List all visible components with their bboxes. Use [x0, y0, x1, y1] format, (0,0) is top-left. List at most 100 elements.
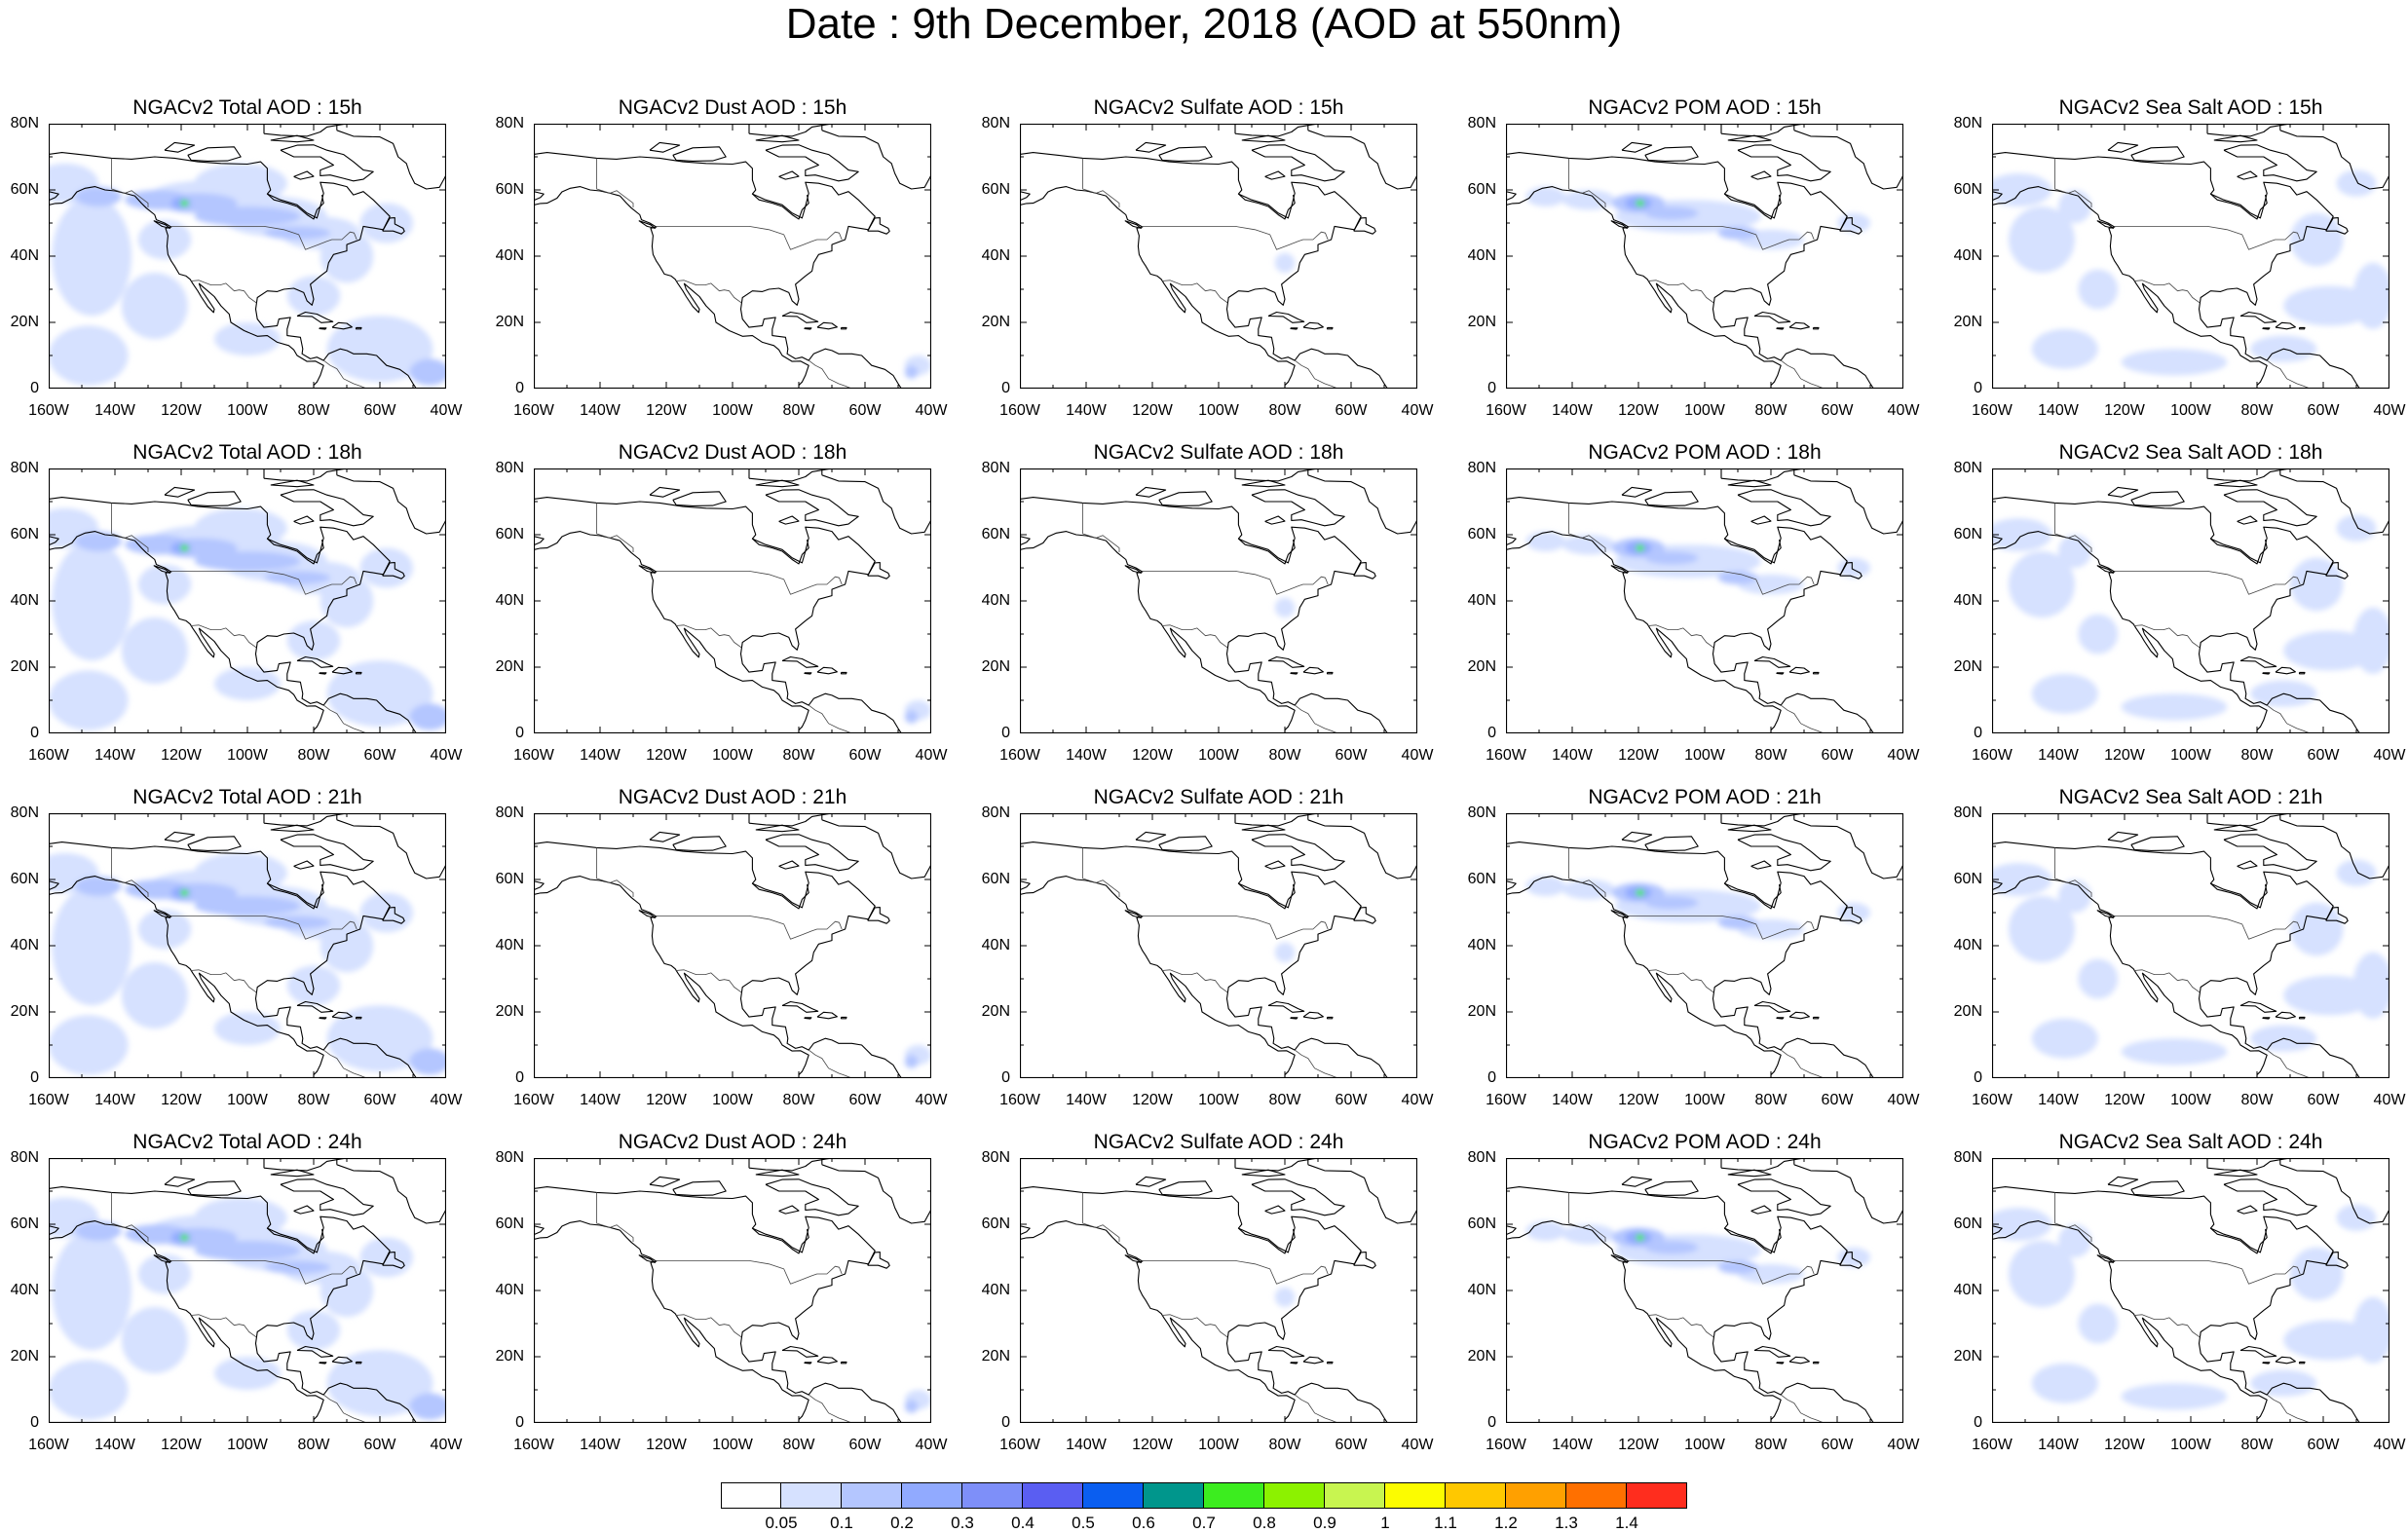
x-tick-label: 60W: [848, 747, 882, 764]
coastline: [2262, 1362, 2271, 1365]
x-tick-label: 100W: [227, 1437, 268, 1453]
coastline: [638, 220, 656, 229]
x-tick-label: 160W: [1972, 402, 2013, 419]
x-tick-label: 60W: [363, 402, 396, 419]
coastline: [748, 468, 833, 482]
y-tick-label: 60N: [1467, 526, 1496, 542]
y-tick-label: 60N: [495, 1215, 524, 1232]
coastline: [781, 1000, 819, 1013]
x-tick-label: 120W: [1618, 402, 1659, 419]
x-tick-label: 100W: [712, 1092, 753, 1108]
x-tick-label: 80W: [782, 747, 815, 764]
y-tick-label: 60N: [981, 181, 1010, 198]
panel-title: NGACv2 Dust AOD : 15h: [618, 96, 847, 119]
map-panel-dust-15h: NGACv2 Dust AOD : 15h 160W 140W 120W 100W 80W…: [475, 85, 990, 423]
map-canvas: [1020, 124, 1417, 389]
aod-plume: [1992, 1208, 2052, 1241]
aod-plume: [1717, 916, 1758, 929]
y-tick-label: 40N: [981, 247, 1010, 264]
aod-plume: [2031, 1363, 2098, 1403]
coastline: [821, 1158, 931, 1224]
coastline: [1290, 672, 1298, 675]
x-tick-label: 80W: [1754, 1437, 1787, 1453]
aod-plume: [320, 1263, 374, 1318]
coastline: [1290, 327, 1298, 330]
coastline: [638, 1254, 656, 1263]
aod-plume: [1992, 518, 2052, 551]
colorbar-label: 0.9: [1313, 1514, 1336, 1532]
x-tick-label: 40W: [1887, 402, 1920, 419]
coastline: [816, 666, 838, 675]
map-canvas: [534, 1158, 931, 1423]
country-border: [1294, 359, 1338, 389]
colorbar-swatch: [1204, 1482, 1264, 1509]
coastline: [1241, 1169, 1286, 1178]
panel-title: NGACv2 Sulfate AOD : 18h: [1093, 441, 1344, 464]
coastline: [1326, 671, 1334, 675]
coastline: [1793, 1158, 1903, 1224]
y-tick-label: 40N: [495, 247, 524, 264]
coastline: [1776, 1362, 1785, 1365]
coastline: [2325, 907, 2349, 924]
aod-plume: [2352, 1296, 2389, 1364]
country-border: [1161, 969, 1228, 993]
map-panel-pom-15h: NGACv2 POM AOD : 15h 160W 140W 120W 100W 80W 6…: [1448, 85, 1962, 423]
coastline: [355, 671, 362, 675]
x-tick-label: 160W: [999, 402, 1040, 419]
y-tick-label: 80N: [495, 804, 524, 821]
aod-plume: [121, 962, 188, 1028]
colorbar-swatch: [962, 1482, 1023, 1509]
x-tick-label: 120W: [646, 747, 687, 764]
x-tick-label: 140W: [94, 1437, 135, 1453]
y-tick-label: 60N: [1467, 181, 1496, 198]
coastline: [263, 1158, 348, 1172]
coastline: [1238, 193, 1296, 220]
coastline: [319, 1017, 327, 1020]
coastline: [752, 193, 809, 220]
coastline: [1353, 217, 1376, 235]
y-tick-label: 0: [515, 380, 524, 396]
aod-plume: [1717, 1260, 1758, 1274]
x-tick-label: 60W: [2307, 402, 2340, 419]
x-tick-label: 120W: [1132, 402, 1173, 419]
coastline: [821, 124, 931, 190]
map-panel-sulfate-24h: NGACv2 Sulfate AOD : 24h 160W 140W 120W 100W…: [961, 1119, 1476, 1457]
coastline: [263, 813, 348, 827]
x-tick-label: 160W: [513, 1092, 554, 1108]
y-tick-label: 20N: [495, 314, 524, 330]
x-tick-label: 140W: [1552, 1092, 1593, 1108]
x-tick-label: 120W: [1132, 1437, 1173, 1453]
x-tick-label: 40W: [1401, 1437, 1434, 1453]
y-tick-label: 40N: [10, 937, 39, 953]
coastline: [280, 489, 374, 527]
x-tick-label: 120W: [161, 1092, 202, 1108]
y-tick-label: 40N: [981, 592, 1010, 609]
y-tick-label: 20N: [10, 1003, 39, 1020]
country-border: [596, 847, 634, 897]
x-tick-label: 40W: [430, 747, 463, 764]
coastline: [1992, 841, 2360, 1078]
country-border: [656, 571, 843, 595]
aod-plume: [2352, 952, 2389, 1019]
coastline: [1621, 141, 1653, 153]
y-tick-label: 80N: [1467, 1149, 1496, 1166]
coastline: [867, 1252, 890, 1269]
aod-plume: [2031, 673, 2098, 714]
map-plot-area: [1992, 124, 2389, 389]
country-border: [1780, 704, 1825, 733]
y-tick-label: 20N: [495, 1348, 524, 1365]
country-border: [322, 1049, 367, 1078]
y-tick-label: 0: [1001, 1414, 1010, 1431]
x-tick-label: 60W: [848, 402, 882, 419]
coastline: [1302, 1011, 1324, 1020]
coastline: [153, 220, 170, 229]
coastline: [2279, 124, 2389, 190]
coastline: [1241, 824, 1286, 833]
x-tick-label: 40W: [915, 1437, 948, 1453]
coastline: [1644, 836, 1699, 851]
y-tick-label: 60N: [981, 526, 1010, 542]
coastline: [1720, 813, 1805, 827]
colorbar-swatch: [721, 1482, 781, 1509]
map-panel-sulfate-15h: NGACv2 Sulfate AOD : 15h 160W 140W 120W 100W…: [961, 85, 1476, 423]
coastline: [816, 1356, 838, 1365]
